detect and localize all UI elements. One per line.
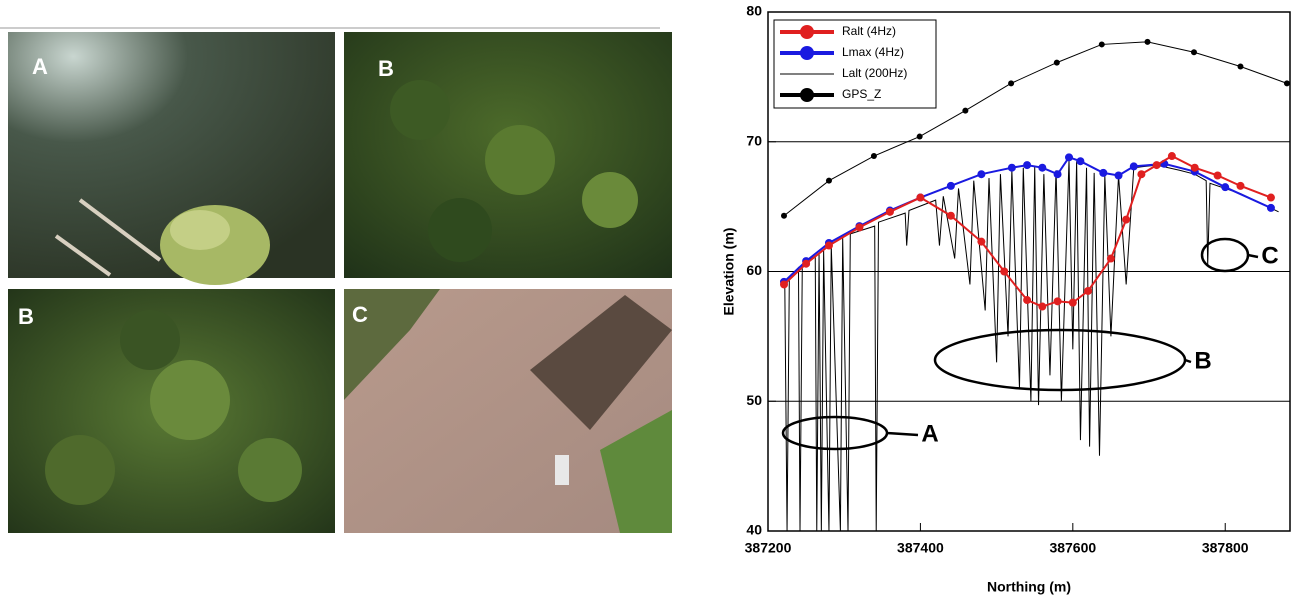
photo-label: B: [18, 304, 34, 329]
annotation-label: C: [1261, 242, 1278, 269]
annotation-label: B: [1194, 347, 1211, 374]
chart: 40 50 60 70 80 387200 387400 387600 387800 Northi…: [721, 3, 1291, 595]
legend: Ralt (4Hz) Lmax (4Hz) Lalt (200Hz) GPS_Z: [773, 19, 937, 109]
point: [1190, 163, 1199, 172]
point: [1236, 181, 1245, 190]
point: [1190, 49, 1197, 56]
legend-marker: [800, 46, 814, 60]
point: [1167, 152, 1176, 161]
x-tick-label: 387200: [745, 540, 792, 556]
y-tick-label: 60: [746, 262, 762, 278]
point: [1266, 203, 1275, 212]
point: [1065, 153, 1074, 162]
point: [870, 153, 877, 160]
point: [1144, 38, 1151, 45]
point: [1099, 168, 1108, 177]
annotation-line: [1184, 358, 1192, 364]
point: [1237, 63, 1244, 70]
point: [1023, 296, 1032, 305]
y-tick-label: 70: [746, 132, 762, 148]
photo-label: B: [378, 56, 394, 81]
point: [1053, 297, 1062, 306]
photo-b2: [8, 289, 335, 533]
point: [1007, 163, 1016, 172]
y-tick-label: 80: [746, 3, 762, 19]
annotation-line: [1247, 253, 1259, 259]
annotation-line: [886, 431, 919, 437]
photo-label: A: [32, 54, 48, 79]
point: [825, 177, 832, 184]
point: [1221, 183, 1230, 192]
point: [1038, 163, 1047, 172]
legend-label: GPS_Z: [842, 87, 881, 101]
point: [1266, 193, 1275, 202]
legend-marker: [800, 88, 814, 102]
y-axis-label: Elevation (m): [721, 228, 737, 316]
point: [946, 211, 955, 220]
legend-marker: [800, 25, 814, 39]
point: [1114, 171, 1123, 180]
point: [916, 193, 925, 202]
point: [962, 107, 969, 114]
legend-label: Lmax (4Hz): [842, 45, 904, 59]
point: [1152, 161, 1161, 170]
point: [1008, 80, 1015, 87]
legend-label: Lalt (200Hz): [842, 66, 907, 80]
legend-label: Ralt (4Hz): [842, 24, 896, 38]
point: [977, 170, 986, 179]
annotation-ellipse: [1200, 237, 1250, 273]
point: [824, 241, 833, 250]
plot-area: [780, 38, 1290, 531]
point: [1076, 157, 1085, 166]
point: [1038, 302, 1047, 311]
point: [1122, 215, 1131, 224]
y-tick-label: 40: [746, 522, 762, 538]
series-line: [784, 159, 1279, 531]
point: [1283, 80, 1290, 87]
point: [1053, 170, 1062, 179]
annotation-ellipse: [781, 415, 889, 451]
point: [916, 133, 923, 140]
point: [780, 280, 789, 289]
x-tick-label: 387400: [897, 540, 944, 556]
point: [1129, 162, 1138, 171]
point: [946, 181, 955, 190]
point: [855, 223, 864, 232]
x-tick-label: 387800: [1202, 540, 1249, 556]
point: [1023, 161, 1032, 170]
point: [1000, 267, 1009, 276]
point: [1137, 170, 1146, 179]
photo-c: [344, 289, 672, 533]
point: [802, 259, 811, 268]
photo-label: C: [352, 302, 368, 327]
y-tick-label: 50: [746, 392, 762, 408]
photo-labels: A B B C: [18, 54, 394, 329]
x-axis-label: Northing (m): [987, 579, 1071, 595]
point: [1213, 171, 1222, 180]
point: [885, 207, 894, 216]
point: [1068, 298, 1077, 307]
point: [781, 212, 788, 219]
x-tick-label: 387600: [1049, 540, 1096, 556]
photo-a: [8, 32, 335, 285]
point: [1084, 286, 1093, 295]
annotation-label: A: [921, 420, 938, 447]
point: [1053, 59, 1060, 66]
point: [1098, 41, 1105, 48]
series-line: [783, 41, 1288, 217]
point: [1106, 254, 1115, 263]
photo-b1: [344, 32, 672, 278]
point: [977, 237, 986, 246]
